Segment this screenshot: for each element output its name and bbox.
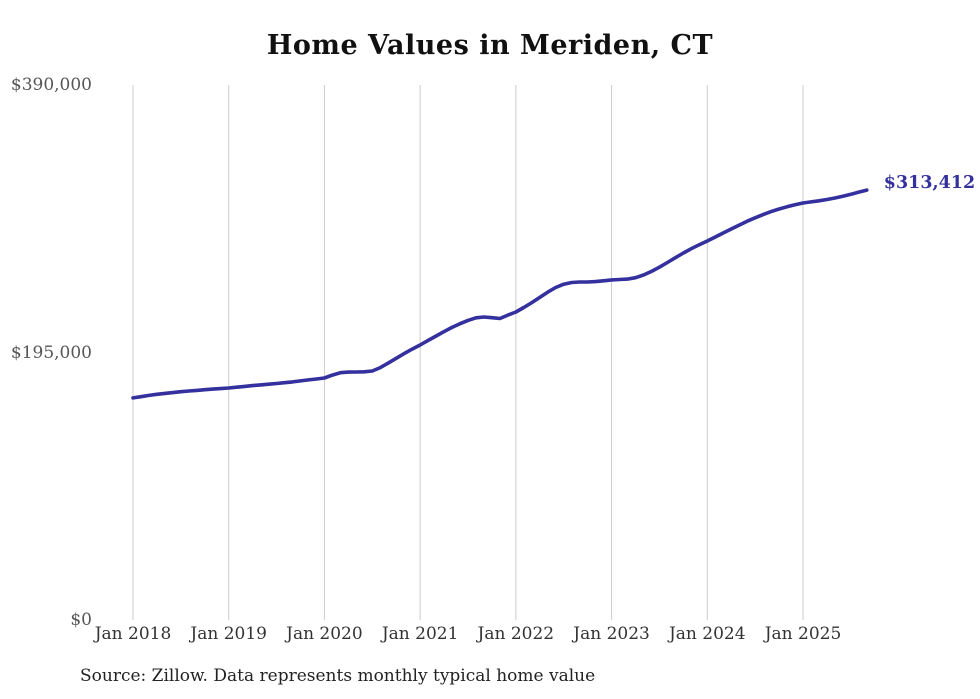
y-tick-label: $390,000: [10, 75, 92, 95]
x-tick-label: Jan 2024: [668, 624, 746, 644]
x-tick-label: Jan 2021: [381, 624, 459, 644]
x-tick-label: Jan 2022: [477, 624, 555, 644]
chart-title: Home Values in Meriden, CT: [266, 30, 714, 61]
home-value-line: [131, 188, 869, 400]
x-tick-label: Jan 2019: [190, 624, 267, 644]
y-tick-label: $195,000: [10, 342, 92, 363]
y-tick-label: $0: [70, 610, 92, 630]
source-note: Source: Zillow. Data represents monthly …: [80, 666, 596, 686]
x-tick-label: Jan 2020: [286, 624, 363, 644]
x-tick-label: Jan 2018: [94, 624, 172, 644]
x-tick-label: Jan 2025: [764, 624, 842, 644]
x-tick-label: Jan 2023: [573, 624, 650, 644]
series-end-value-label: $313,412: [883, 173, 976, 194]
